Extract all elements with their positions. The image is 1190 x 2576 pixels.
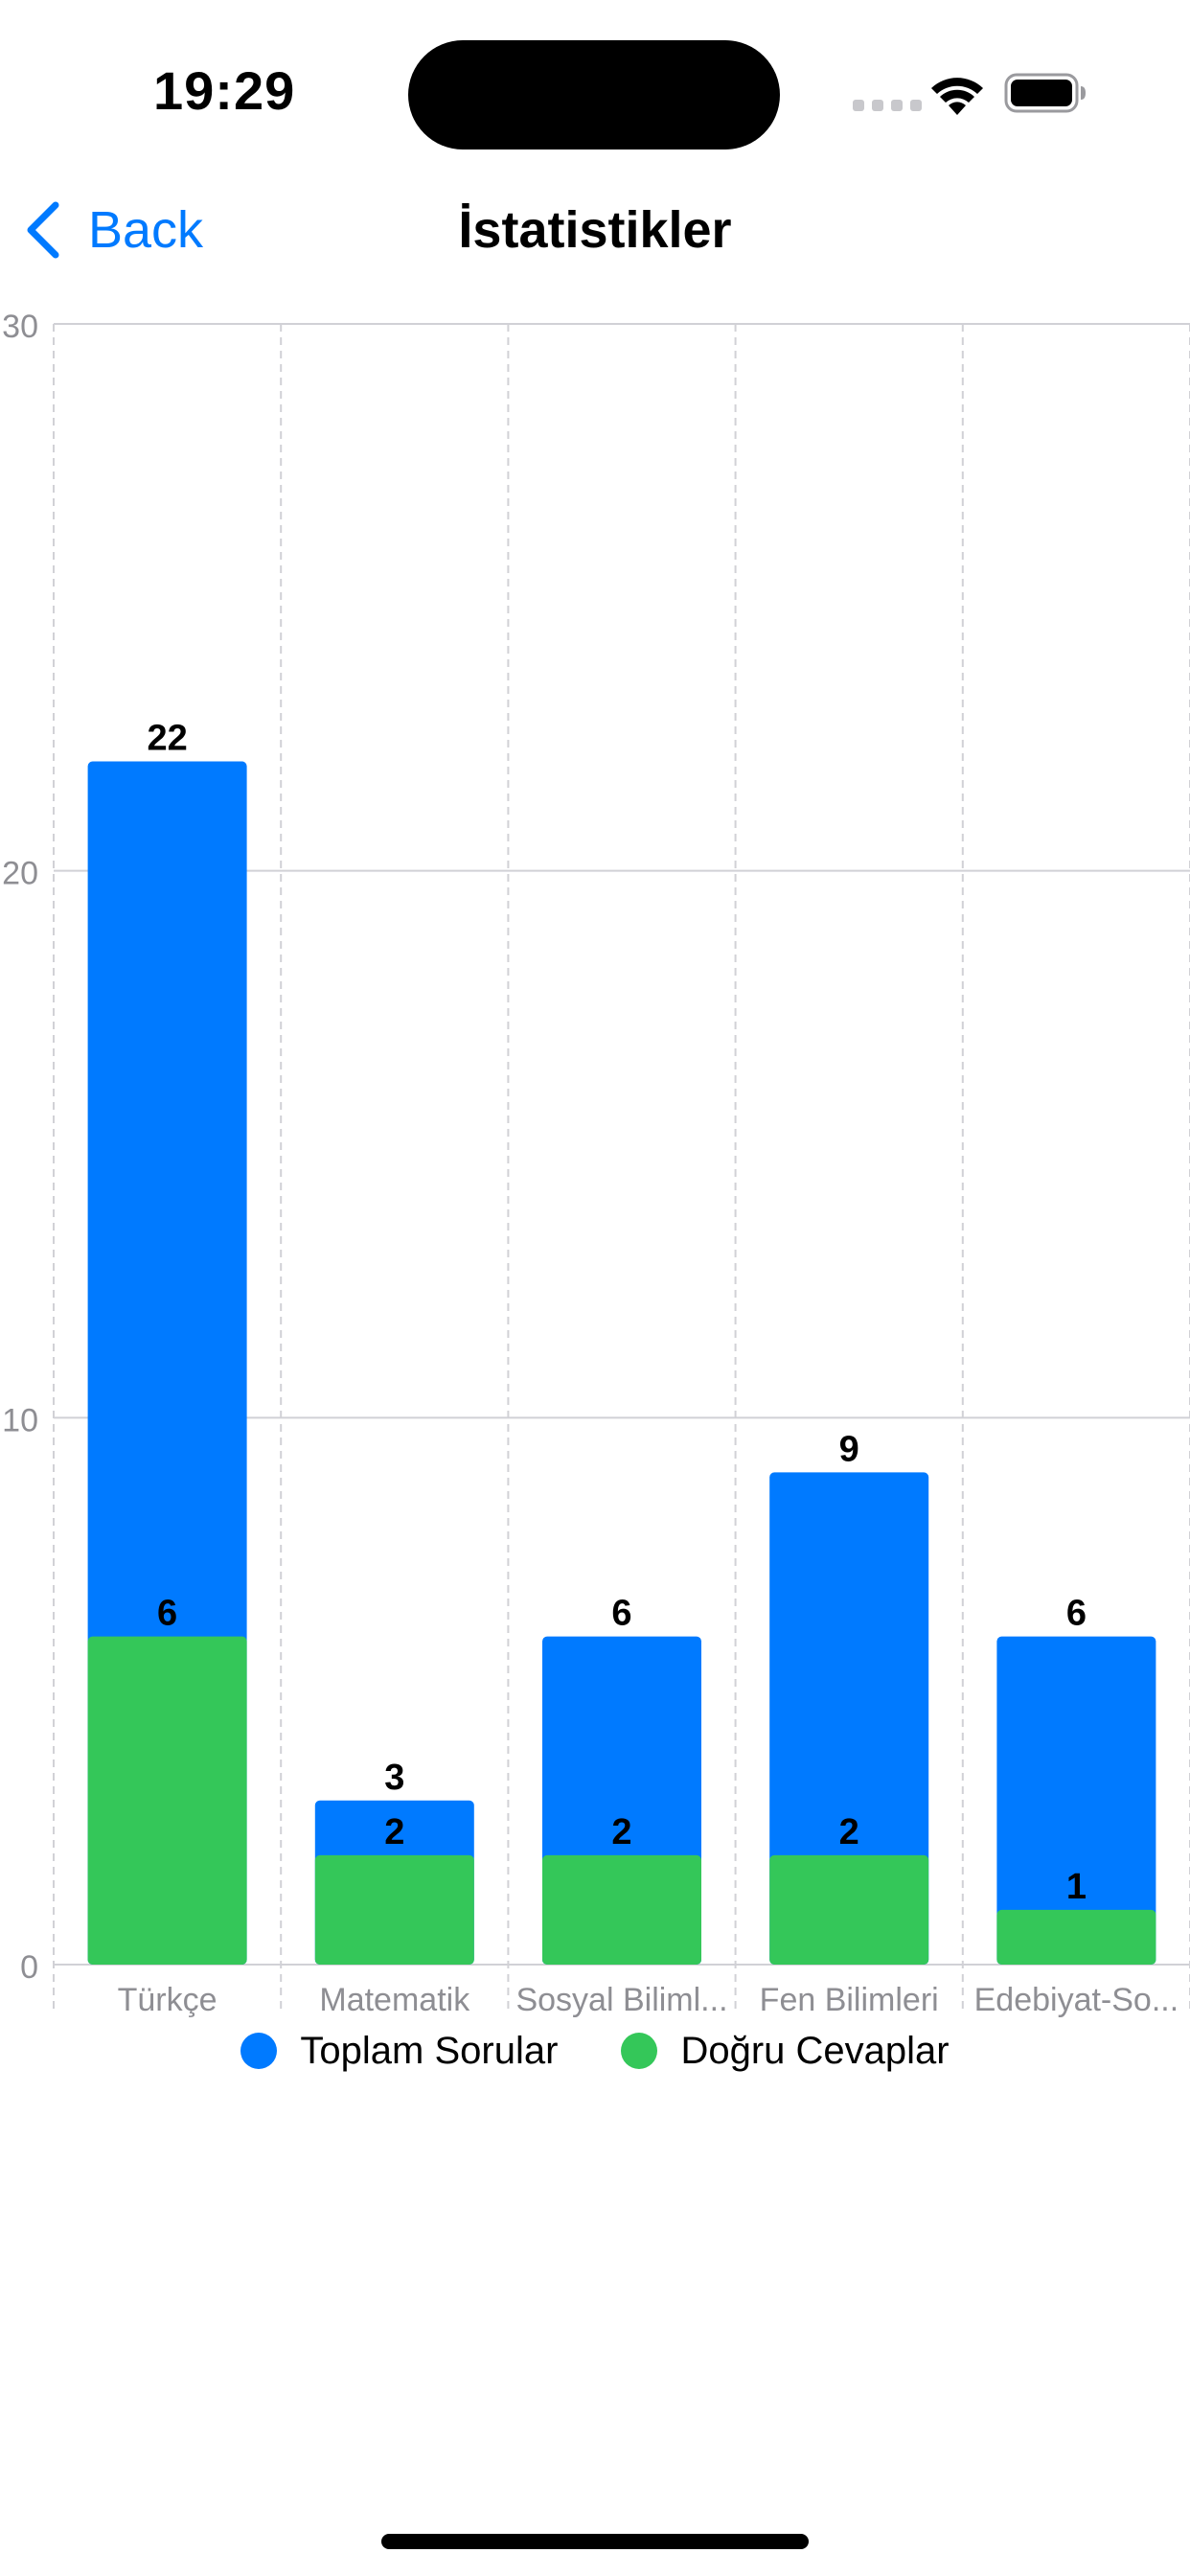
y-tick-label: 10 [2,1402,38,1438]
bar-correct [314,1854,474,1965]
dynamic-island [408,40,780,150]
bar-correct [87,1636,247,1965]
bar-correct [542,1854,701,1965]
back-label: Back [88,201,204,259]
bar-total [996,1636,1156,1965]
x-tick-label: Fen Bilimleri [760,1982,939,2018]
page-title: İstatistikler [458,201,732,259]
status-time: 19:29 [153,60,296,121]
data-label-total: 6 [611,1594,631,1634]
cellular-signal-icon [853,100,922,111]
bar-correct [769,1854,929,1965]
data-label-total: 6 [1066,1594,1087,1634]
x-tick-label: Edebiyat-So... [974,1982,1179,2018]
data-label-correct: 2 [611,1812,631,1852]
y-tick-label: 0 [20,1949,38,1986]
y-tick-label: 30 [2,309,38,345]
battery-icon [1004,73,1086,113]
x-tick-label: Sosyal Biliml... [515,1982,727,2018]
data-label-total: 9 [839,1429,859,1469]
data-label-correct: 6 [157,1594,177,1634]
back-button[interactable]: Back [23,196,203,264]
data-label-total: 22 [147,719,187,759]
bar-total [769,1472,929,1965]
legend-item-correct: Doğru Cevaplar [621,2029,950,2073]
data-label-correct: 1 [1066,1867,1087,1907]
legend-item-total: Toplam Sorular [240,2030,558,2073]
x-tick-label: Matematik [319,1982,470,2018]
legend-label-correct: Doğru Cevaplar [680,2029,950,2072]
bar-correct [996,1909,1156,1965]
bar-chart: 0 10 20 30 22 6 Türkçe 3 2 Matematik 6 2 Sosyal Bili… [2,309,1190,2018]
chart-legend: Toplam Sorular Doğru Cevaplar [0,2022,1190,2080]
legend-swatch-total [240,2033,278,2069]
data-label-total: 3 [384,1758,404,1798]
home-indicator [381,2534,809,2549]
chevron-left-icon [27,201,59,259]
data-label-correct: 2 [839,1812,859,1852]
legend-swatch-correct [621,2033,658,2069]
wifi-icon [931,78,983,115]
y-tick-label: 20 [2,856,38,892]
x-tick-label: Türkçe [118,1982,217,2018]
data-label-correct: 2 [384,1812,404,1852]
legend-label-total: Toplam Sorular [300,2029,559,2072]
